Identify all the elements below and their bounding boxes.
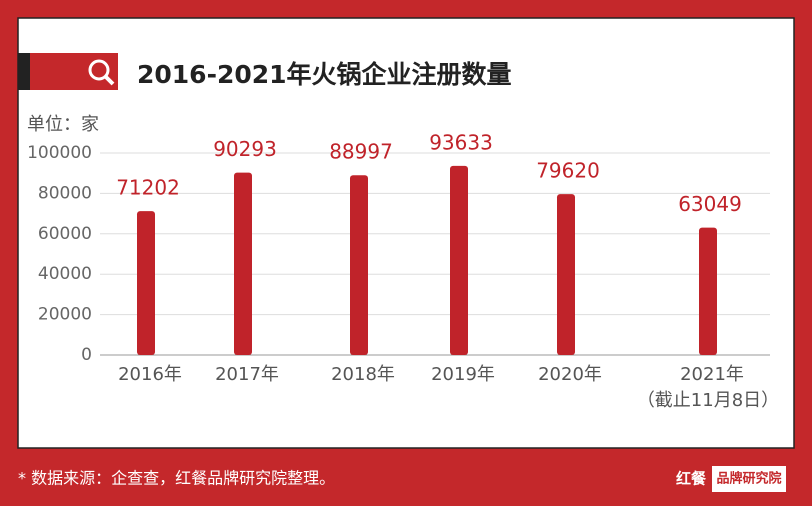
x-tick-label: 2017年 (215, 364, 279, 385)
title-badge (18, 53, 118, 90)
bar (234, 172, 252, 355)
value-label: 88997 (329, 140, 393, 164)
logo-mark-box (670, 466, 712, 492)
value-label: 90293 (213, 137, 277, 161)
value-label: 63049 (678, 192, 742, 216)
y-tick-label: 100000 (27, 143, 92, 163)
value-label: 71202 (116, 176, 180, 200)
y-tick-label: 40000 (38, 264, 92, 284)
y-tick-label: 20000 (38, 305, 92, 325)
value-label: 93633 (429, 130, 493, 154)
chart-title: 2016-2021年火锅企业注册数量 (137, 60, 512, 89)
x-tick-label: 2021年 (680, 364, 744, 385)
search-icon (88, 59, 110, 81)
search-icon-handle (104, 75, 115, 86)
bar (350, 175, 368, 355)
value-label: 79620 (536, 159, 600, 183)
y-tick-label: 60000 (38, 224, 92, 244)
bar (557, 194, 575, 355)
y-tick-label: 0 (81, 345, 92, 365)
x-tick-note: （截止11月8日） (637, 390, 779, 411)
x-tick-label: 2020年 (538, 364, 602, 385)
bar (450, 165, 468, 355)
unit-label: 单位：家 (27, 114, 99, 135)
x-tick-label: 2018年 (331, 364, 395, 385)
x-tick-label: 2019年 (431, 364, 495, 385)
title-badge-dark (18, 53, 30, 90)
y-tick-label: 80000 (38, 183, 92, 203)
x-tick-label: 2016年 (118, 364, 182, 385)
logo-mark: 红餐 (676, 470, 707, 488)
bar (699, 227, 717, 355)
logo-text: 品牌研究院 (716, 471, 781, 487)
bar (137, 211, 155, 355)
footer-source: * 数据来源：企查查，红餐品牌研究院整理。 (18, 469, 335, 488)
